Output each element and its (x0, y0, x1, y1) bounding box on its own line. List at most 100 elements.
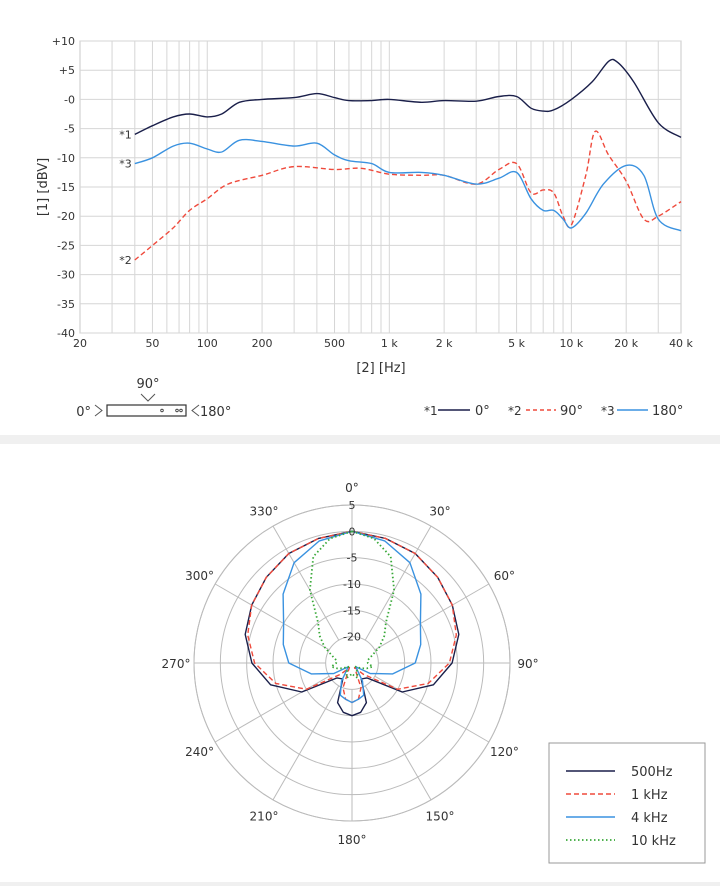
polar-angle-label: 60° (494, 569, 515, 583)
polar-line-p4 (309, 530, 395, 679)
mic-dot-icon (179, 408, 183, 413)
polar-angle-label: 180° (338, 833, 367, 847)
legend-label: 10 kHz (631, 834, 676, 849)
polar-legend: 500Hz 1 kHz 4 kHz 10 kHz (548, 742, 706, 864)
legend-entry-3: 10 kHz (566, 834, 676, 849)
polar-angle-label: 30° (429, 505, 450, 519)
x-tick-label: 40 k (669, 337, 693, 350)
legend-entry-0: 500Hz (566, 765, 673, 780)
legend-entry-2: 4 kHz (566, 811, 668, 826)
legend-label: 90° (560, 404, 583, 419)
polar-radial-label: -15 (343, 604, 361, 617)
orientation-left-label: 0° (76, 405, 91, 420)
polar-radial-label: -5 (347, 552, 358, 565)
x-tick-label: 20 (73, 337, 87, 350)
mic-dot-icon (175, 408, 179, 413)
polar-angle-label: 210° (250, 809, 279, 823)
legend-mark: *2 (508, 404, 522, 418)
polar-angle-label: 300° (185, 569, 214, 583)
polar-spoke (364, 525, 432, 641)
polar-angle-label: 120° (490, 745, 519, 759)
polar-spoke (374, 583, 490, 651)
x-tick-label: 100 (197, 337, 218, 350)
y-tick-label: +5 (59, 64, 75, 77)
polar-angle-label: 90° (517, 657, 538, 671)
legend-label: 0° (475, 404, 490, 419)
legend-entry-1: 1 kHz (566, 788, 668, 803)
y-tick-label: -30 (57, 269, 75, 282)
series-line-s1 (134, 58, 682, 139)
frequency-series (134, 58, 682, 261)
legend-mark: *3 (601, 404, 615, 418)
frequency-legend: *1 0° *2 90° *3 180° (424, 404, 683, 419)
polar-radial-label: -10 (343, 578, 361, 591)
y-tick-label: -35 (57, 298, 75, 311)
legend-entry-0: *1 0° (424, 404, 490, 419)
orientation-right-label: 180° (200, 405, 231, 420)
orientation-left-arrow (94, 404, 103, 417)
legend-label: 1 kHz (631, 788, 668, 803)
polar-line-p1 (244, 530, 460, 717)
series-mark: *1 (119, 128, 132, 141)
orientation-top-arrow (140, 393, 156, 402)
series-mark: *2 (119, 254, 132, 267)
polar-radial-label: 0 (349, 525, 356, 538)
x-tick-label: 200 (252, 337, 273, 350)
x-tick-label: 20 k (614, 337, 638, 350)
x-tick-label: 5 k (508, 337, 525, 350)
x-tick-label: 1 k (381, 337, 398, 350)
y-tick-label: -15 (57, 181, 75, 194)
x-tick-labels: 20 50 100 200 500 1 k 2 k 5 k 10 k 20 k 40 k (73, 337, 694, 350)
y-tick-label: -10 (57, 152, 75, 165)
frequency-grid (79, 40, 682, 334)
polar-grid (193, 504, 511, 822)
x-tick-label: 500 (324, 337, 345, 350)
mic-orientation-diagram: 90° 0° 180° (76, 377, 231, 420)
y-tick-label: -25 (57, 239, 75, 252)
polar-spoke (364, 685, 432, 801)
y-tick-label: -0 (64, 93, 75, 106)
orientation-top-label: 90° (136, 377, 159, 392)
x-axis-label: [2] [Hz] (356, 361, 405, 376)
y-tick-label: +10 (52, 35, 75, 48)
polar-pattern-panel: 0° 30° 60° 90° 120° 150° 180° 210° 240° 270° 300° 3… (0, 444, 720, 882)
series-mark: *3 (119, 158, 132, 171)
legend-mark: *1 (424, 404, 438, 418)
x-tick-label: 2 k (436, 337, 453, 350)
y-tick-labels: +10 +5 -0 -5 -10 -15 -20 -25 -30 -35 -40 (52, 35, 75, 340)
orientation-right-arrow (191, 404, 200, 417)
y-tick-label: -20 (57, 210, 75, 223)
polar-spoke (214, 583, 330, 651)
x-tick-label: 50 (145, 337, 159, 350)
y-tick-label: -40 (57, 327, 75, 340)
legend-box (548, 742, 706, 864)
series-line-s2 (134, 130, 682, 261)
series-line-s3 (134, 138, 682, 232)
mic-body-icon (106, 404, 187, 417)
series-end-marks: *1 *2 *3 (119, 128, 132, 267)
mic-capsule-icon (160, 408, 164, 413)
polar-spoke (272, 685, 340, 801)
polar-angle-labels: 0° 30° 60° 90° 120° 150° 180° 210° 240° 270° 300° 3… (162, 481, 539, 847)
polar-angle-label: 330° (250, 505, 279, 519)
polar-pattern-chart: 0° 30° 60° 90° 120° 150° 180° 210° 240° 270° 300° 3… (162, 481, 706, 864)
polar-radial-labels: 5 0 -5 -10 -15 -20 (343, 499, 361, 644)
legend-entry-2: *3 180° (601, 404, 683, 419)
polar-line-p3 (282, 530, 422, 704)
legend-label: 180° (652, 404, 683, 419)
polar-angle-label: 0° (345, 481, 359, 495)
polar-spoke (272, 525, 340, 641)
polar-series (244, 530, 460, 717)
polar-radial-label: 5 (349, 499, 356, 512)
polar-spoke (374, 675, 490, 743)
polar-angle-label: 240° (185, 745, 214, 759)
y-axis-label: [1] [dBV] (36, 158, 51, 216)
legend-label: 500Hz (631, 765, 673, 780)
y-tick-label: -5 (64, 123, 75, 136)
frequency-response-panel: +10 +5 -0 -5 -10 -15 -20 -25 -30 -35 -40 20 50 100 20… (0, 0, 720, 435)
x-tick-label: 10 k (559, 337, 583, 350)
polar-angle-label: 150° (426, 809, 455, 823)
polar-angle-label: 270° (162, 657, 191, 671)
legend-label: 4 kHz (631, 811, 668, 826)
legend-entry-1: *2 90° (508, 404, 583, 419)
